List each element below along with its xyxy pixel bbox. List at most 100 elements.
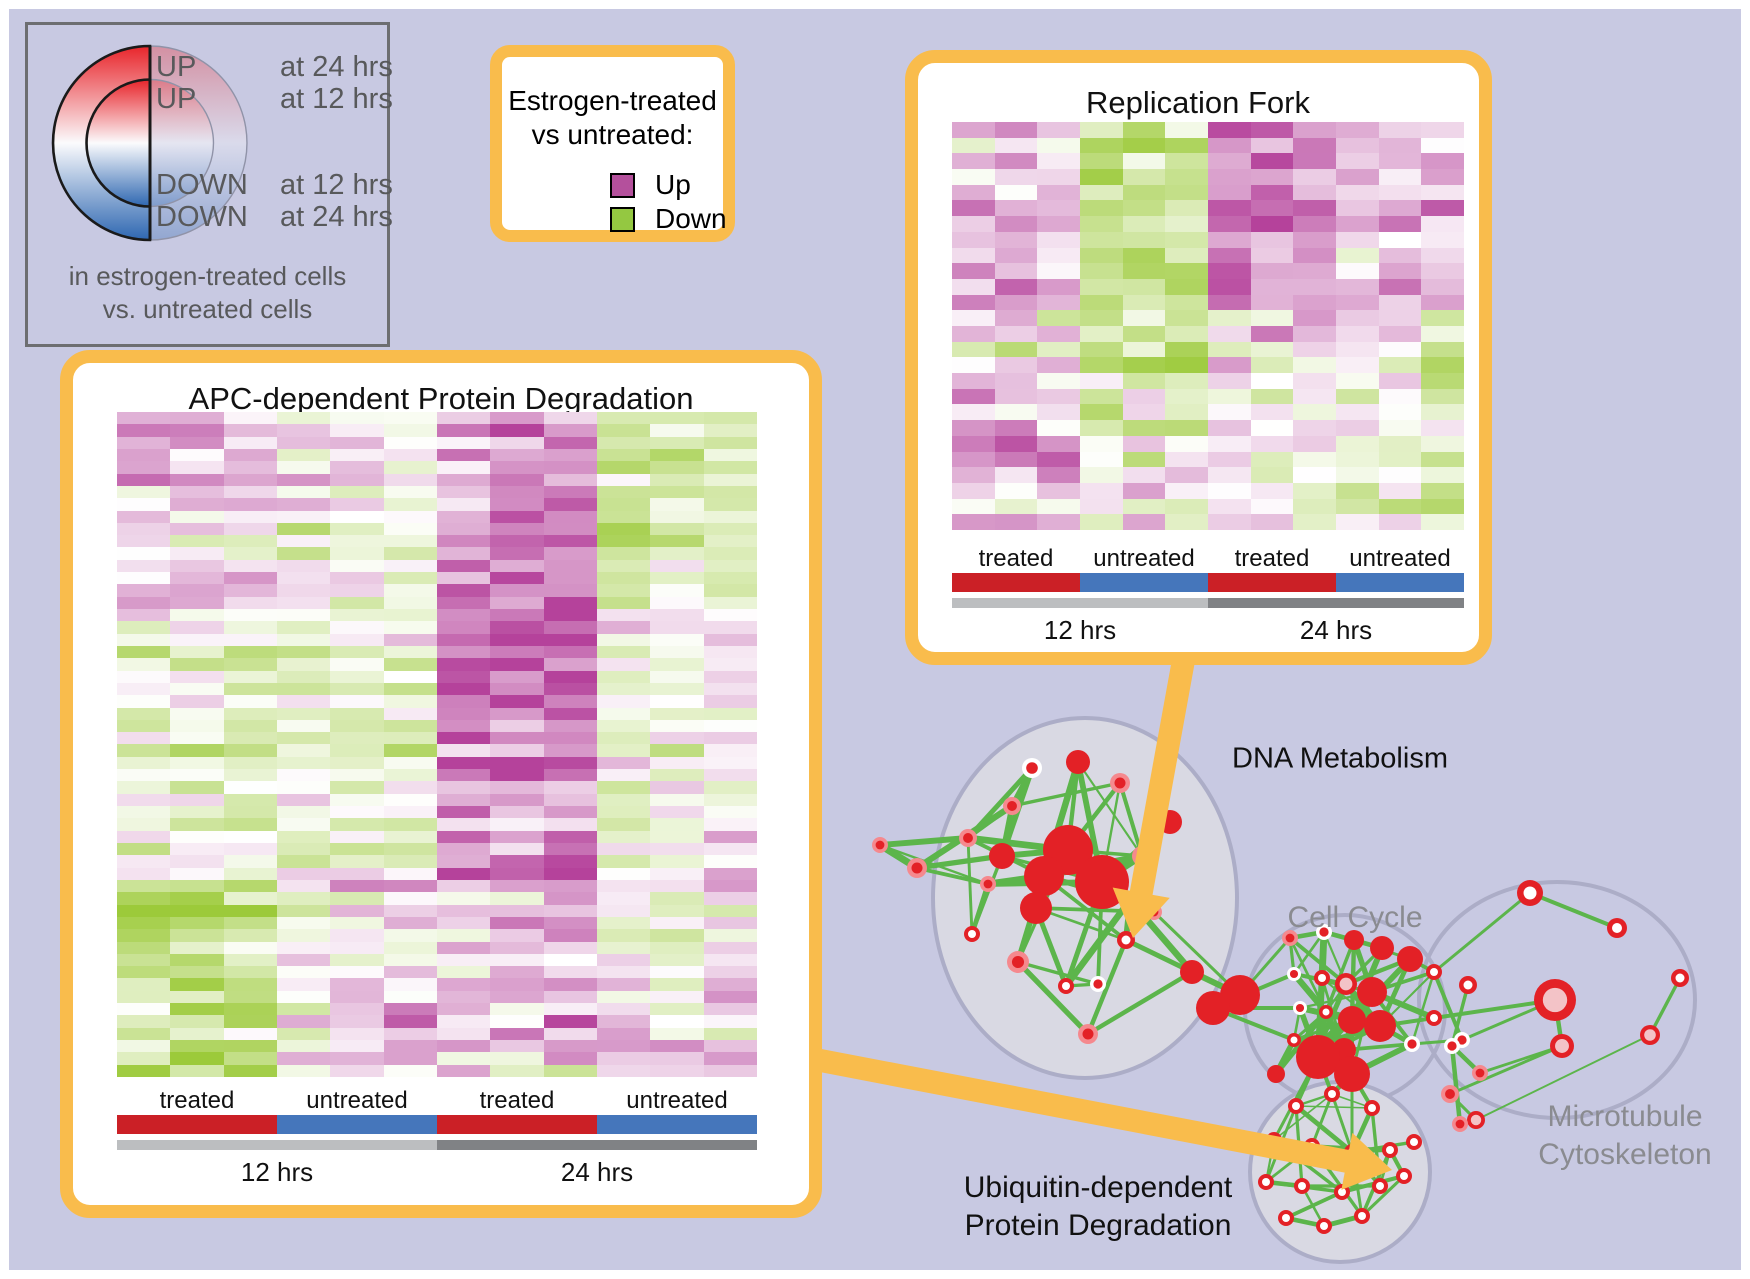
heatmap-cell: [1336, 294, 1379, 311]
heatmap-cell: [596, 806, 651, 819]
heatmap-cell: [436, 584, 491, 597]
heatmap-cell: [650, 719, 704, 733]
heatmap-cell: [170, 510, 224, 523]
heatmap-cell: [330, 572, 384, 585]
apc-group2-label: untreated: [306, 1087, 408, 1114]
heatmap-cell: [1037, 122, 1080, 138]
heatmap-cell: [1378, 341, 1422, 358]
heatmap-cell: [276, 461, 331, 474]
heatmap-cell: [1293, 310, 1336, 326]
apc-24hrs-bar: [437, 1140, 757, 1150]
heatmap-cell: [1293, 216, 1336, 232]
heatmap-cell: [703, 448, 757, 462]
heatmap-cell: [1378, 325, 1422, 342]
heatmap-cell: [1208, 388, 1251, 405]
heatmap-cell: [1378, 231, 1422, 248]
heatmap-cell: [276, 547, 331, 560]
heatmap-cell: [223, 732, 277, 745]
heatmap-cell: [117, 793, 171, 807]
network-edge: [1285, 1190, 1343, 1220]
heatmap-cell: [1378, 247, 1422, 264]
heatmap-cell: [650, 535, 704, 548]
heatmap-cell: [436, 412, 491, 425]
heatmap-cell: [330, 510, 384, 523]
gene-node-solid: [1066, 750, 1090, 774]
heatmap-cell: [330, 1003, 384, 1016]
heatmap-cell: [383, 596, 437, 610]
heatmap-cell: [383, 990, 437, 1004]
heatmap-cell: [170, 436, 224, 449]
heatmap-cell: [330, 695, 384, 708]
heatmap-cell: [1165, 388, 1208, 405]
heatmap-cell: [650, 769, 704, 782]
heatmap-cell: [994, 294, 1038, 311]
heatmap-cell: [490, 892, 544, 905]
heatmap-cell: [330, 424, 384, 437]
heatmap-cell: [117, 1015, 171, 1028]
heatmap-cell: [952, 294, 995, 311]
heatmap-cell: [117, 559, 171, 573]
heatmap-cell: [223, 806, 277, 819]
heatmap-cell: [596, 953, 651, 967]
heatmap-cell: [330, 682, 384, 696]
heatmap-cell: [1208, 325, 1251, 342]
heatmap-cell: [543, 535, 597, 548]
heatmap-cell: [117, 633, 171, 646]
heatmap-cell: [1080, 482, 1123, 499]
heatmap-cell: [1421, 310, 1464, 326]
heatmap-cell: [330, 535, 384, 548]
heatmap-cell: [490, 535, 544, 548]
heatmap-cell: [330, 1064, 384, 1077]
heatmap-cell: [650, 707, 704, 720]
heatmap-cell: [223, 978, 277, 991]
heatmap-cell: [1293, 137, 1336, 154]
heatmap-cell: [1336, 231, 1379, 248]
heatmap-cell: [490, 953, 544, 967]
heatmap-cell: [703, 781, 757, 794]
heatmap-cell: [490, 682, 544, 696]
heatmap-cell: [330, 645, 384, 659]
gene-node-ring-pink: [1282, 930, 1298, 946]
heatmap-cell: [1122, 310, 1166, 326]
heatmap-cell: [543, 510, 597, 523]
cluster-label-ubiquitin-degradation: Ubiquitin-dependent Protein Degradation: [964, 1169, 1233, 1245]
heatmap-cell: [596, 658, 651, 671]
heatmap-cell: [1336, 482, 1379, 499]
heatmap-cell: [117, 732, 171, 745]
heatmap-cell: [490, 473, 544, 486]
heatmap-cell: [330, 1027, 384, 1041]
heatmap-cell: [543, 461, 597, 474]
gene-node-white-center: [1364, 1100, 1380, 1116]
heatmap-cell: [383, 658, 437, 671]
heatmap-cell: [117, 498, 171, 511]
heatmap-cell: [596, 916, 651, 930]
heatmap-cell: [703, 1015, 757, 1028]
cluster-label-microtubule-cytoskeleton: Microtubule Cytoskeleton: [1538, 1098, 1711, 1174]
heatmap-cell: [994, 420, 1038, 436]
heatmap-cell: [543, 1027, 597, 1041]
heatmap-cell: [1037, 216, 1080, 232]
heatmap-cell: [117, 707, 171, 720]
legend-down-24-time: at 24 hrs: [280, 201, 393, 233]
heatmap-cell: [650, 843, 704, 856]
heatmap-cell: [223, 879, 277, 893]
gene-node-white-center: [1319, 1005, 1333, 1019]
heatmap-cell: [1336, 388, 1379, 405]
heatmap-cell: [1378, 420, 1422, 436]
heatmap-cell: [383, 510, 437, 523]
heatmap-cell: [383, 781, 437, 794]
heatmap-cell: [1208, 216, 1251, 232]
heatmap-cell: [1080, 153, 1123, 170]
heatmap-cell: [703, 1027, 757, 1041]
legend-up-12-time: at 12 hrs: [280, 83, 393, 115]
apc-treated-bar-12: [117, 1115, 277, 1134]
gene-node-ring-pink: [980, 876, 996, 892]
heatmap-cell: [1293, 263, 1336, 279]
heatmap-cell: [1037, 310, 1080, 326]
heatmap-cell: [650, 830, 704, 844]
heatmap-cell: [1293, 278, 1336, 295]
heatmap-cell: [596, 843, 651, 856]
heatmap-cell: [330, 1040, 384, 1053]
gene-node-solid: [1296, 1035, 1340, 1079]
heatmap-cell: [1336, 247, 1379, 264]
